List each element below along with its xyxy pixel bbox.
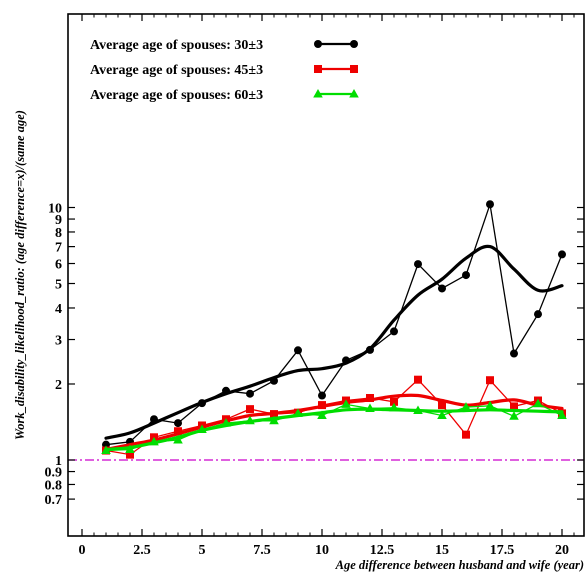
legend-label: Average age of spouses: 45±3 bbox=[90, 63, 263, 78]
data-point bbox=[222, 386, 230, 395]
x-tick-label: 0 bbox=[79, 543, 86, 558]
x-tick-label: 10 bbox=[315, 543, 329, 558]
series-1 bbox=[102, 200, 566, 449]
data-point bbox=[197, 424, 207, 434]
data-point bbox=[174, 419, 182, 428]
data-point bbox=[294, 346, 302, 355]
y-tick-label: 2 bbox=[55, 378, 62, 393]
y-tick-label: 4 bbox=[55, 302, 62, 317]
legend-marker bbox=[350, 65, 358, 73]
data-point bbox=[221, 418, 231, 427]
data-point bbox=[342, 356, 350, 365]
y-tick-label: 0.9 bbox=[45, 466, 63, 481]
data-point bbox=[390, 327, 398, 336]
y-tick-label: 8 bbox=[55, 226, 62, 241]
data-point bbox=[149, 436, 159, 446]
data-point bbox=[413, 405, 423, 415]
legend-label: Average age of spouses: 60±3 bbox=[90, 88, 263, 103]
legend: Average age of spouses: 30±3 Average age … bbox=[90, 38, 359, 103]
x-tick-label: 20 bbox=[555, 543, 569, 558]
x-tick-label: 5 bbox=[199, 543, 206, 558]
y-tick-label: 0.7 bbox=[45, 493, 63, 508]
data-point bbox=[558, 250, 566, 259]
data-point bbox=[510, 402, 518, 411]
y-tick-label: 5 bbox=[55, 278, 62, 293]
data-point bbox=[318, 401, 326, 410]
data-point bbox=[414, 375, 422, 384]
axis-layer: 0 2.5 5 7.5 10 12.5 15 17.5 20 0.70.80.91 2 3 4 5 6 789… bbox=[45, 14, 584, 558]
y-tick-label: 3 bbox=[55, 334, 62, 349]
data-point bbox=[485, 400, 495, 410]
series-3 bbox=[101, 398, 567, 455]
data-point bbox=[486, 200, 494, 209]
legend-marker bbox=[350, 40, 358, 48]
data-point bbox=[414, 260, 422, 269]
series-smooth-curve bbox=[104, 407, 564, 452]
data-point bbox=[317, 410, 327, 420]
data-point bbox=[557, 410, 567, 420]
x-tick-label: 12.5 bbox=[370, 543, 395, 558]
data-point bbox=[198, 399, 206, 408]
plot-frame bbox=[67, 13, 585, 537]
y-tick-label: 6 bbox=[55, 258, 62, 273]
data-point bbox=[246, 389, 254, 398]
data-point bbox=[366, 394, 374, 403]
data-point bbox=[389, 402, 399, 412]
data-point bbox=[437, 410, 447, 420]
y-tick-label: 7 bbox=[55, 241, 62, 256]
data-point bbox=[486, 376, 494, 385]
data-point bbox=[534, 310, 542, 319]
x-tick-label: 7.5 bbox=[253, 543, 271, 558]
x-tick-label: 2.5 bbox=[133, 543, 151, 558]
data-point bbox=[245, 415, 255, 425]
data-point bbox=[438, 401, 446, 410]
data-point bbox=[125, 444, 135, 454]
data-point bbox=[365, 403, 375, 412]
data-point bbox=[174, 427, 182, 436]
data-point bbox=[462, 271, 470, 280]
data-point bbox=[126, 450, 134, 459]
plot-background bbox=[68, 14, 584, 536]
data-point bbox=[462, 430, 470, 439]
y-axis-title: Work_disability_likelihood_ratio: (age d… bbox=[13, 110, 27, 440]
data-point bbox=[461, 402, 471, 411]
legend-marker bbox=[313, 89, 323, 98]
series-smooth-curve bbox=[104, 244, 564, 440]
data-point bbox=[246, 405, 254, 414]
x-axis-title: Age difference between husband and wife … bbox=[335, 558, 584, 572]
y-tick-label: 10 bbox=[48, 202, 62, 217]
x-tick-label: 15 bbox=[435, 543, 449, 558]
data-point bbox=[269, 415, 279, 425]
data-point bbox=[510, 349, 518, 358]
y-tick-label: 0.8 bbox=[45, 478, 63, 493]
data-point bbox=[390, 397, 398, 406]
data-point bbox=[270, 410, 278, 419]
data-point bbox=[318, 391, 326, 400]
data-point bbox=[509, 411, 519, 420]
data-point bbox=[150, 415, 158, 424]
legend-marker bbox=[314, 40, 322, 48]
data-point bbox=[293, 408, 303, 417]
legend-marker bbox=[314, 65, 322, 73]
data-point bbox=[101, 445, 111, 455]
y-tick-label: 9 bbox=[55, 213, 62, 228]
data-point bbox=[438, 284, 446, 293]
series-line bbox=[105, 204, 563, 446]
data-point bbox=[270, 376, 278, 385]
data-point bbox=[366, 345, 374, 354]
data-point bbox=[533, 398, 543, 408]
legend-label: Average age of spouses: 30±3 bbox=[90, 38, 263, 53]
data-point bbox=[341, 399, 351, 408]
y-tick-label: 1 bbox=[55, 454, 62, 469]
data-point bbox=[173, 435, 183, 444]
legend-marker bbox=[349, 89, 359, 98]
x-tick-label: 17.5 bbox=[490, 543, 515, 558]
series-layer bbox=[101, 200, 567, 459]
